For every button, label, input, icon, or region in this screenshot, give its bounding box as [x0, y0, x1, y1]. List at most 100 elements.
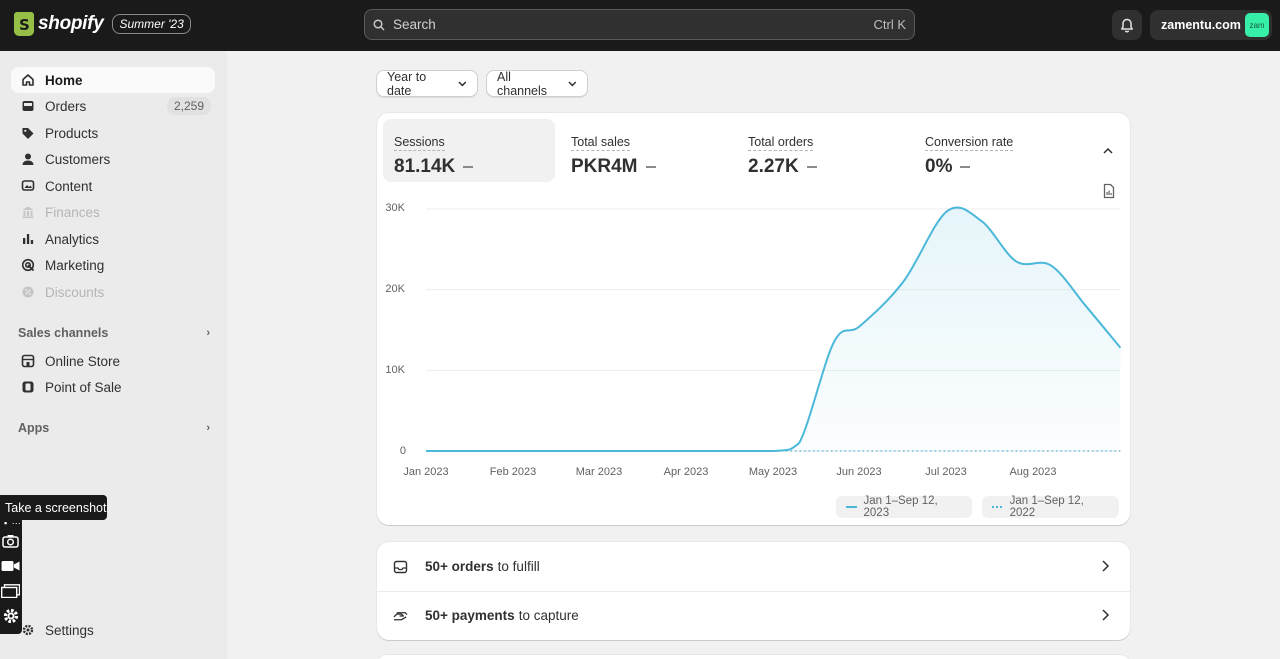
y-tick-label: 10K [385, 364, 405, 376]
sidebar-item-online-store[interactable]: Online Store [11, 348, 215, 374]
task-payments-to-capture[interactable]: 50+ payments to capture [377, 591, 1130, 640]
trend-dash-icon [463, 166, 474, 168]
x-tick-label: Jan 2023 [403, 466, 449, 478]
metric-label: Total orders [748, 135, 814, 151]
inbox-icon [393, 559, 408, 574]
brand-name: shopify [38, 13, 104, 34]
y-tick-label: 30K [385, 202, 405, 214]
metric-value: 0% [925, 156, 953, 177]
sidebar-item-settings[interactable]: Settings [11, 617, 215, 643]
x-tick-label: May 2023 [748, 466, 798, 478]
search-shortcut: Ctrl K [873, 17, 907, 32]
edition-badge[interactable]: Summer '23 [112, 14, 191, 34]
sidebar-item-orders[interactable]: Orders 2,259 [11, 93, 215, 119]
store-menu-button[interactable]: zamentu.com zam [1150, 10, 1272, 40]
content-icon [21, 179, 35, 193]
shopify-bag-icon [14, 12, 34, 36]
x-tick-label: Jul 2023 [925, 466, 967, 478]
channels-filter-button[interactable]: All channels [486, 69, 588, 98]
metric-label: Sessions [394, 135, 445, 151]
metric-conversion-rate[interactable]: Conversion rate 0% [914, 119, 1086, 182]
legend-dotted-swatch [992, 506, 1003, 508]
chevron-down-icon [568, 81, 577, 87]
sidebar-item-discounts[interactable]: Discounts [11, 279, 215, 305]
sidebar-item-customers[interactable]: Customers [11, 146, 215, 172]
trend-dash-icon [960, 166, 971, 168]
task-count: 50+ payments [425, 608, 515, 623]
orders-icon [21, 99, 35, 113]
sidebar-item-label: Customers [45, 151, 111, 167]
legend-label: Jan 1–Sep 12, 2023 [863, 495, 938, 519]
legend-label: Jan 1–Sep 12, 2022 [1009, 495, 1084, 519]
chevron-down-icon [458, 81, 467, 87]
gear-icon [21, 623, 35, 637]
sales-channels-header[interactable]: Sales channels › [18, 326, 210, 340]
apps-header[interactable]: Apps › [18, 421, 210, 435]
divider [377, 591, 1130, 592]
sidebar-item-label: Online Store [45, 353, 121, 369]
y-tick-label: 20K [385, 283, 405, 295]
metric-total-orders[interactable]: Total orders 2.27K [737, 119, 909, 182]
person-icon [21, 152, 35, 166]
sidebar-item-finances[interactable]: Finances [11, 199, 215, 225]
channels-filter-label: All channels [497, 69, 548, 98]
drag-handle-icon[interactable]: ▪ ⋯ [4, 518, 22, 528]
metric-total-sales[interactable]: Total sales PKR4M [560, 119, 732, 182]
series-area-2023 [426, 207, 1121, 451]
legend-solid-swatch [846, 506, 857, 508]
shopify-logo[interactable]: shopify Summer '23 [14, 12, 191, 36]
chevron-right-icon [1102, 560, 1110, 572]
metric-value: 2.27K [748, 156, 799, 177]
metric-value: 81.14K [394, 156, 456, 177]
x-tick-label: Jun 2023 [836, 466, 882, 478]
legend-item-previous[interactable]: Jan 1–Sep 12, 2022 [982, 495, 1119, 519]
metric-label: Total sales [571, 135, 631, 151]
date-range-label: Year to date [387, 69, 427, 98]
discount-icon [21, 285, 35, 299]
screenshot-toolbar: ▪ ⋯ [0, 516, 22, 634]
metric-label: Conversion rate [925, 135, 1014, 151]
search-placeholder: Search [393, 17, 436, 32]
home-icon [21, 73, 35, 87]
store-icon [21, 354, 35, 368]
orders-count-badge: 2,259 [166, 97, 211, 115]
bank-icon [21, 205, 35, 219]
date-range-button[interactable]: Year to date [376, 69, 478, 98]
x-tick-label: Mar 2023 [575, 466, 623, 478]
store-name: zamentu.com [1161, 18, 1241, 32]
sidebar-item-products[interactable]: Products [11, 120, 215, 146]
apps-label: Apps [18, 421, 50, 435]
sidebar-item-point-of-sale[interactable]: Point of Sale [11, 374, 215, 400]
sidebar-item-home[interactable]: Home [11, 67, 215, 93]
payment-icon [393, 608, 408, 623]
task-count: 50+ orders [425, 559, 494, 574]
sidebar-item-analytics[interactable]: Analytics [11, 226, 215, 252]
sidebar-item-label: Finances [45, 204, 100, 220]
sidebar-item-marketing[interactable]: Marketing [11, 252, 215, 278]
gear-icon[interactable] [1, 608, 20, 624]
sales-channels-label: Sales channels [18, 326, 109, 340]
screenshot-tooltip: Take a screenshot [0, 495, 107, 520]
chevron-up-icon[interactable] [1100, 143, 1116, 159]
task-orders-to-fulfill[interactable]: 50+ orders to fulfill [377, 542, 1130, 591]
sidebar-item-label: Discounts [45, 284, 105, 300]
sidebar [0, 51, 227, 659]
window-capture-icon[interactable] [1, 583, 20, 599]
export-report-icon[interactable] [1101, 183, 1117, 199]
trend-dash-icon [645, 166, 656, 168]
notifications-button[interactable] [1112, 10, 1142, 40]
y-tick-label: 0 [399, 445, 406, 457]
tag-icon [21, 126, 35, 140]
search-bar[interactable]: Search Ctrl K [364, 9, 915, 40]
sidebar-item-label: Point of Sale [45, 379, 122, 395]
metric-sessions[interactable]: Sessions 81.14K [383, 119, 555, 182]
camera-icon[interactable] [1, 533, 20, 549]
sidebar-item-content[interactable]: Content [11, 173, 215, 199]
task-description: to fulfill [497, 559, 540, 574]
search-icon [373, 18, 385, 31]
trend-dash-icon [806, 166, 817, 168]
pos-icon [21, 380, 35, 394]
video-camera-icon[interactable] [1, 558, 20, 574]
sidebar-item-label: Settings [45, 622, 94, 638]
legend-item-current[interactable]: Jan 1–Sep 12, 2023 [836, 495, 972, 519]
